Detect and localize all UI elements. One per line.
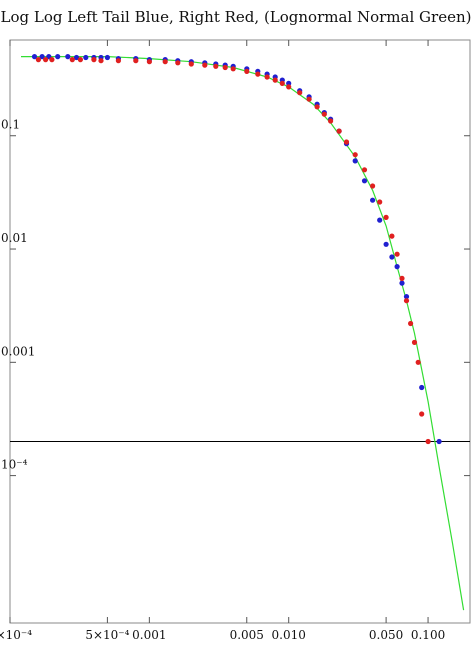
data-point-series-1: [255, 71, 261, 77]
data-point-series-0: [83, 54, 89, 61]
data-point-series-1: [297, 90, 303, 96]
data-point-series-1: [328, 118, 334, 124]
data-point-series-1: [394, 251, 400, 257]
data-point-series-0: [377, 217, 383, 223]
data-point-series-1: [175, 60, 181, 66]
data-point-series-1: [49, 57, 55, 63]
data-point-series-0: [370, 197, 376, 203]
data-point-series-1: [336, 128, 342, 134]
x-tick-label: 0.010: [272, 628, 306, 642]
y-tick-label: 10⁻⁴: [1, 458, 28, 472]
data-point-series-1: [408, 320, 414, 327]
data-point-series-1: [361, 167, 368, 173]
data-point-series-1: [352, 152, 358, 158]
data-point-series-1: [146, 59, 152, 65]
data-point-series-1: [321, 111, 327, 117]
data-point-series-1: [43, 57, 49, 63]
data-point-series-1: [35, 57, 42, 63]
data-point-series-1: [389, 233, 395, 239]
data-point-series-1: [279, 80, 285, 86]
plot-frame: [9, 39, 471, 624]
data-point-series-0: [39, 54, 45, 60]
x-tick-label: 0.005: [230, 628, 264, 642]
data-point-series-1: [403, 298, 410, 304]
data-point-series-1: [411, 339, 418, 345]
data-point-series-0: [389, 254, 395, 260]
x-tick-label: 0.050: [369, 628, 403, 642]
data-point-series-1: [69, 57, 75, 63]
data-points: [31, 54, 442, 445]
chart-title: Log Log Left Tail Blue, Right Red, (Logn…: [1, 8, 471, 26]
data-point-series-1: [202, 62, 208, 68]
data-point-series-1: [314, 104, 320, 110]
data-point-series-1: [286, 84, 292, 90]
data-point-series-1: [399, 275, 405, 281]
data-point-series-1: [244, 68, 250, 74]
data-point-series-1: [306, 96, 312, 102]
data-point-series-1: [162, 59, 168, 65]
data-point-series-0: [383, 241, 389, 247]
data-point-series-0: [73, 54, 80, 61]
data-point-series-1: [77, 57, 83, 63]
data-point-series-1: [91, 57, 97, 63]
data-point-series-0: [394, 264, 400, 270]
tick-label-group: 1×10⁻⁴5×10⁻⁴0.0010.0050.0100.0500.1000.1…: [0, 118, 445, 642]
x-tick-label: 5×10⁻⁴: [85, 628, 129, 642]
data-point-series-1: [343, 139, 350, 145]
data-point-series-1: [133, 58, 139, 64]
data-point-series-1: [415, 359, 421, 365]
data-point-series-1: [425, 438, 431, 445]
data-point-series-1: [272, 77, 278, 83]
data-point-series-0: [65, 54, 71, 60]
data-point-series-1: [188, 61, 194, 67]
data-point-series-1: [115, 58, 121, 64]
data-point-series-0: [31, 54, 38, 60]
data-point-series-1: [377, 199, 383, 205]
data-point-series-1: [370, 183, 376, 189]
data-point-series-1: [213, 63, 219, 69]
data-point-series-1: [419, 411, 425, 417]
x-tick-label: 0.100: [411, 628, 445, 642]
data-point-series-0: [399, 280, 405, 286]
data-point-series-1: [98, 58, 104, 64]
y-tick-label: 0.01: [1, 231, 28, 245]
data-point-series-0: [436, 438, 442, 445]
data-point-series-0: [352, 158, 358, 164]
x-tick-label: 1×10⁻⁴: [0, 628, 32, 642]
data-point-series-0: [403, 294, 410, 300]
data-point-series-1: [383, 214, 389, 220]
data-point-series-1: [222, 64, 228, 71]
tick-group: [9, 40, 470, 623]
data-point-series-0: [361, 178, 368, 184]
data-point-series-0: [55, 54, 61, 60]
data-point-series-1: [230, 66, 236, 72]
y-tick-label: 0.1: [1, 118, 20, 132]
lognormal-normal-fit-line: [21, 55, 465, 611]
data-point-series-0: [419, 384, 425, 391]
data-point-series-0: [104, 54, 110, 61]
data-point-series-1: [264, 74, 270, 80]
x-tick-label: 0.001: [132, 628, 166, 642]
y-tick-label: 0.001: [1, 344, 35, 358]
